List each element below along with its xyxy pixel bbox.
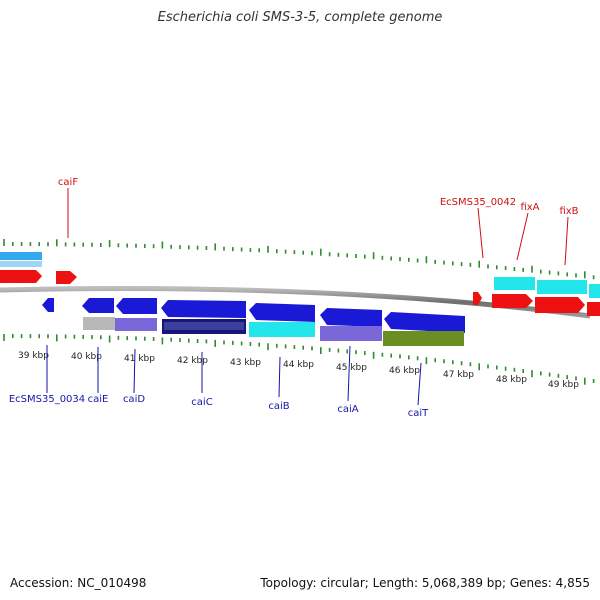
gene-arrow-caie[interactable] <box>82 298 114 313</box>
cog-box-caia[interactable] <box>320 326 382 341</box>
gene-bar-lightblue-left-2[interactable] <box>0 261 42 267</box>
leader-caid <box>133 348 136 394</box>
tick-label-42: 42 kbp <box>177 356 208 366</box>
tick-label-43: 43 kbp <box>230 358 261 368</box>
gene-arrow-red-right[interactable] <box>587 302 600 316</box>
gene-label-caid[interactable]: caiD <box>123 394 145 405</box>
gene-label-fixb[interactable]: fixB <box>559 206 578 217</box>
gene-bar-cyan-fixb[interactable] <box>537 280 587 294</box>
gene-arrow-fixb-red[interactable] <box>535 297 585 313</box>
gene-label-fixa[interactable]: fixA <box>520 202 539 213</box>
tick-row-bottom <box>3 334 595 385</box>
gene-label-cait[interactable]: caiT <box>408 408 429 419</box>
genome-summary-label: Topology: circular; Length: 5,068,389 bp… <box>260 576 590 590</box>
gene-label-caia[interactable]: caiA <box>337 404 358 415</box>
gene-arrow-caic[interactable] <box>161 300 246 318</box>
reverse-strand-track <box>42 298 465 346</box>
gene-arrow-red-left[interactable] <box>0 270 42 283</box>
gene-arrow-fixa-red[interactable] <box>492 294 533 308</box>
leader-fixb <box>564 216 569 266</box>
gene-bar-cyan-fixa[interactable] <box>494 277 535 290</box>
cog-box-caid[interactable] <box>115 318 157 331</box>
gene-label-cair[interactable]: caiF <box>58 177 78 188</box>
cog-box-cait[interactable] <box>383 331 464 346</box>
leader-cait <box>417 362 422 406</box>
map-title: Escherichia coli SMS-3-5, complete genom… <box>157 10 443 25</box>
gene-label-ecsms35-0034[interactable]: EcSMS35_0034 <box>9 394 85 405</box>
tick-label-48: 48 kbp <box>496 375 527 385</box>
leader-ecsms35-0042 <box>477 207 484 259</box>
tick-label-46: 46 kbp <box>389 366 420 376</box>
gene-arrow-red-small[interactable] <box>473 292 482 305</box>
tick-label-39: 39 kbp <box>18 351 49 361</box>
gene-label-caic[interactable]: caiC <box>191 397 212 408</box>
gene-label-ecsms35-0042[interactable]: EcSMS35_0042 <box>440 197 516 208</box>
gene-arrow-cait[interactable] <box>384 312 465 333</box>
gene-label-caie[interactable]: caiE <box>88 394 109 405</box>
gene-bar-cyan-right[interactable] <box>589 284 600 298</box>
tick-row-top <box>3 239 595 280</box>
gene-label-caib[interactable]: caiB <box>268 401 289 412</box>
gene-arrow-caib[interactable] <box>249 303 315 322</box>
tick-label-40: 40 kbp <box>71 352 102 362</box>
cog-box-caib[interactable] <box>249 322 315 337</box>
forward-strand-track <box>0 252 600 316</box>
leader-caia <box>347 345 351 402</box>
cog-box-caie[interactable] <box>83 317 115 330</box>
tick-label-47: 47 kbp <box>443 370 474 380</box>
gene-arrow-cair-red[interactable] <box>56 271 77 284</box>
tick-label-45: 45 kbp <box>336 363 367 373</box>
gene-arrow-caia[interactable] <box>320 308 382 327</box>
gene-bar-lightblue-left[interactable] <box>0 252 42 260</box>
gene-arrow-caid[interactable] <box>116 298 157 314</box>
accession-label: Accession: NC_010498 <box>10 576 147 590</box>
leader-fixa <box>516 212 529 261</box>
cog-box-caic-inner <box>164 322 244 330</box>
tick-label-44: 44 kbp <box>283 360 314 370</box>
leader-caib <box>278 356 281 398</box>
tick-label-41: 41 kbp <box>124 354 155 364</box>
tick-label-49: 49 kbp <box>548 380 579 390</box>
gene-arrow-ecsms35-0034[interactable] <box>42 298 54 312</box>
